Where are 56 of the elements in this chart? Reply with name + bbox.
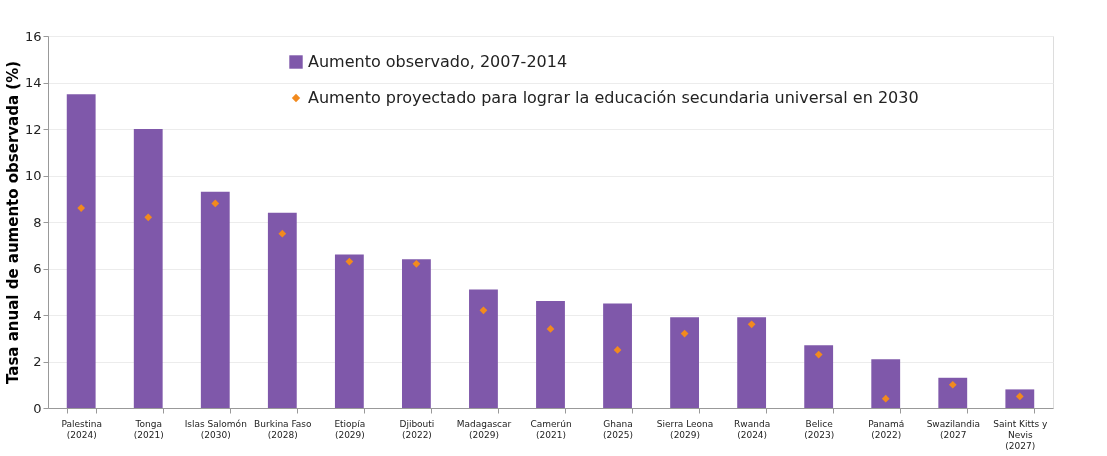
point [881, 394, 890, 403]
bar [469, 289, 498, 408]
point [345, 257, 354, 266]
legend-label: Aumento proyectado para lograr la educación secundaria universal en 2030 [308, 88, 919, 107]
x-tick-label: Swazilandia (2027 [926, 418, 980, 440]
point [278, 229, 287, 238]
bar [804, 345, 834, 408]
x-tick-label: Etiopía (2029) [334, 418, 366, 440]
bar [737, 317, 767, 408]
y-tick-label: 16 [24, 28, 42, 44]
bar [871, 359, 901, 408]
y-tick-label: 8 [33, 214, 42, 230]
x-tick-label: Islas Salomón (2030) [184, 418, 247, 440]
x-tick-label: Sierra Leona (2029) [656, 418, 714, 440]
y-tick-label: 2 [33, 354, 42, 369]
point [613, 346, 622, 354]
y-tick-label: 6 [33, 261, 42, 276]
x-tick-label: Djibouti (2022) [399, 418, 435, 440]
bar [133, 129, 163, 408]
bar [938, 377, 968, 408]
bar [402, 259, 431, 408]
bar [200, 191, 230, 408]
y-tick-label: 10 [24, 168, 42, 183]
x-tick-label: Panamá (2022) [868, 418, 905, 440]
bar [66, 94, 96, 408]
point [546, 325, 555, 333]
x-tick-label: Tonga (2021) [133, 418, 164, 440]
y-axis-title: Tasa anual de aumento observada (%) [3, 60, 22, 385]
x-tick-label: Camerún (2021) [530, 418, 572, 440]
x-tick-label: Belice (2023) [804, 418, 835, 440]
point [211, 199, 220, 208]
y-tick-label: 4 [33, 307, 42, 323]
y-tick-label: 12 [24, 121, 42, 137]
bar [267, 212, 297, 408]
y-tick-label: 0 [33, 400, 42, 416]
x-tick-label: Madagascar (2029) [456, 418, 512, 440]
point [948, 380, 957, 389]
point [680, 329, 689, 338]
x-tick-label: Burkina Faso (2028) [254, 418, 313, 440]
point [412, 259, 421, 268]
bar [334, 254, 364, 408]
point [814, 350, 823, 359]
point [479, 306, 488, 315]
point [77, 204, 86, 212]
point [144, 213, 153, 222]
point [747, 320, 756, 329]
x-tick-label: Palestina (2024) [61, 418, 102, 440]
x-tick-label: Saint Kitts y Nevis (2027) [993, 418, 1049, 451]
y-tick-label: 14 [24, 75, 42, 90]
legend-label: Aumento observado, 2007-2014 [308, 52, 568, 71]
bar [1005, 389, 1035, 408]
x-tick-label: Rwanda (2024) [734, 418, 771, 440]
bar [670, 317, 699, 408]
bar [603, 303, 632, 408]
x-tick-label: Ghana (2025) [603, 418, 634, 440]
bar [536, 301, 565, 408]
